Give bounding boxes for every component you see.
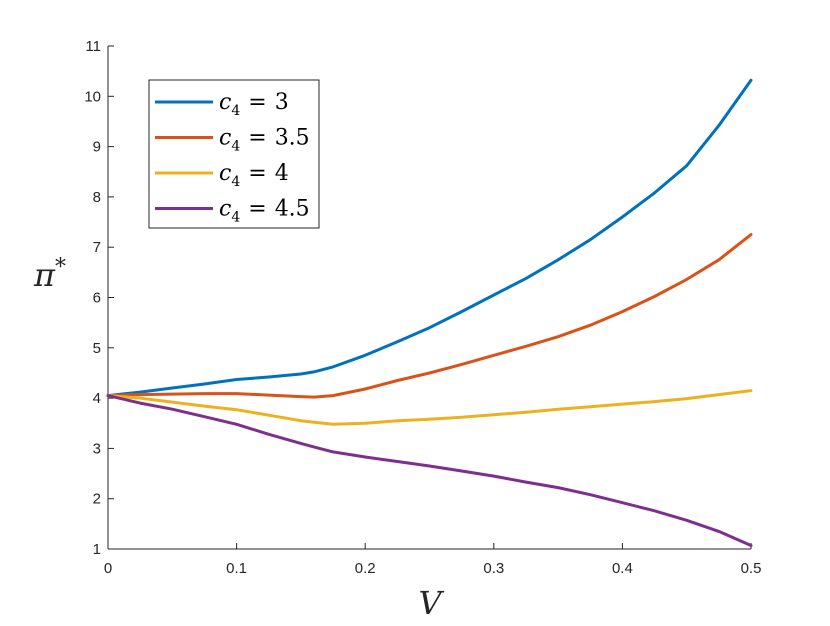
legend-val: 3.5 [275,126,310,151]
legend-sub: 4 [231,103,240,119]
legend-op: = [248,90,266,115]
series-line-1 [106,78,753,398]
y-axis-label-symbol: π [33,256,56,294]
legend-box [148,79,320,229]
y-axis-label-superscript: * [55,255,66,280]
legend-op: = [248,161,266,186]
y-tick-label: 1 [93,541,101,558]
y-tick-label: 8 [93,189,101,206]
legend-sub: 4 [231,174,240,190]
x-axis-label: V [418,584,444,622]
legend: c4 = 3c4 = 3.5c4 = 4c4 = 4.5 [148,79,320,229]
x-tick-label: 0.5 [741,560,762,577]
legend-var: c [219,161,231,186]
legend-val: 3 [275,90,289,115]
series-line-4 [106,394,753,547]
y-tick-label: 2 [93,491,101,508]
legend-op: = [248,126,266,151]
y-axis-label: π* [33,255,66,294]
axes: 0 0.1 0.2 0.3 0.4 0.5 1 2 3 4 5 6 7 8 9 10 11 [84,38,761,577]
x-tick-label: 0 [104,560,112,577]
legend-entry-label: c4 = 3.5 [219,126,310,155]
x-tick-label: 0.1 [226,560,247,577]
series-line-3 [106,389,753,426]
legend-var: c [219,197,231,222]
y-tick-label: 7 [93,239,101,256]
legend-val: 4 [275,161,289,186]
x-tick-label: 0.4 [612,560,633,577]
legend-var: c [219,90,231,115]
series-lines [106,78,753,547]
legend-entry-label: c4 = 4.5 [219,197,310,226]
y-tick-label: 3 [93,440,101,457]
x-tick-label: 0.3 [483,560,504,577]
legend-sub: 4 [231,210,240,226]
legend-entry-label: c4 = 4 [219,161,289,190]
x-tick-label: 0.2 [355,560,376,577]
y-tick-label: 5 [93,340,101,357]
legend-sub: 4 [231,139,240,155]
legend-val: 4.5 [275,197,310,222]
y-tick-label: 10 [84,88,101,105]
legend-entry-label: c4 = 3 [219,90,289,119]
y-tick-label: 4 [93,390,101,407]
y-tick-label: 11 [85,38,101,55]
legend-var: c [219,126,231,151]
legend-op: = [248,197,266,222]
series-line-2 [106,233,753,399]
y-tick-label: 9 [93,139,101,156]
y-tick-label: 6 [93,290,101,307]
